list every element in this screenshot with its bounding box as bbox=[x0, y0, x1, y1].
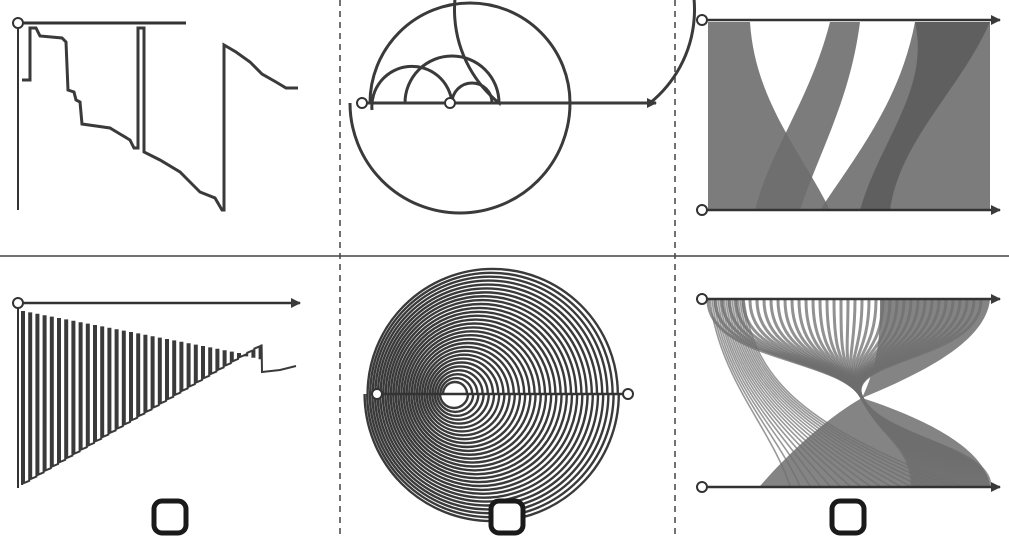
top-origin-marker bbox=[696, 293, 708, 305]
top-origin-marker bbox=[696, 14, 708, 26]
origin-marker bbox=[12, 297, 24, 309]
origin-marker bbox=[371, 388, 383, 400]
arc-upper bbox=[379, 287, 593, 395]
arc-upper bbox=[423, 353, 505, 395]
arc-lower bbox=[373, 393, 600, 507]
ribbon-2 bbox=[750, 22, 860, 210]
arc-lower bbox=[418, 393, 511, 441]
arc-lower bbox=[412, 393, 522, 449]
arc-upper bbox=[369, 271, 614, 395]
arc-upper bbox=[397, 314, 557, 395]
panel-parallel-ribbons-sparse bbox=[696, 14, 1001, 216]
panel-step-trace-sparse bbox=[12, 17, 298, 212]
arc-lower bbox=[407, 393, 532, 456]
arc-upper bbox=[428, 361, 495, 395]
arc-upper bbox=[436, 373, 479, 395]
arc-upper bbox=[374, 279, 604, 395]
arc-upper bbox=[371, 275, 609, 395]
arc-lower bbox=[420, 393, 506, 437]
arc-upper bbox=[410, 334, 531, 395]
arc-upper bbox=[415, 341, 521, 395]
arc-upper bbox=[413, 337, 526, 395]
arc-upper bbox=[402, 322, 547, 395]
arc-upper bbox=[408, 330, 536, 395]
arc-set bbox=[363, 267, 620, 523]
arc-inner bbox=[370, 64, 494, 111]
arc-upper bbox=[418, 345, 515, 395]
end-marker bbox=[622, 388, 634, 400]
step-trace bbox=[21, 311, 297, 485]
arc-lower bbox=[379, 393, 589, 499]
arc-lower bbox=[410, 393, 527, 453]
arc-lower bbox=[376, 393, 594, 503]
checkbox-col-2[interactable] bbox=[488, 498, 526, 536]
origin-marker bbox=[356, 97, 368, 109]
bottom-origin-marker bbox=[696, 204, 708, 216]
panel-arc-spiral-sparse bbox=[348, 0, 696, 215]
origin-marker bbox=[12, 17, 24, 29]
arc-upper bbox=[384, 295, 583, 395]
arc-lower bbox=[433, 393, 480, 417]
arc-lower bbox=[384, 393, 579, 492]
arc-lower bbox=[389, 393, 568, 484]
arc-upper bbox=[400, 318, 552, 395]
arc-lower bbox=[438, 393, 470, 410]
bottom-origin-marker bbox=[696, 481, 708, 493]
arc-lower bbox=[425, 393, 496, 429]
arc-lower bbox=[415, 393, 516, 445]
center-marker bbox=[444, 97, 456, 109]
arc-lower bbox=[402, 393, 542, 464]
arc-upper bbox=[405, 326, 541, 395]
arc-upper bbox=[434, 369, 484, 395]
panel-arc-spiral-dense bbox=[363, 267, 634, 523]
arc-upper bbox=[441, 380, 469, 395]
step-trace bbox=[22, 26, 298, 212]
ribbon-fan-upper bbox=[862, 300, 990, 398]
arc-lower bbox=[386, 393, 574, 488]
checkbox-col-3[interactable] bbox=[829, 498, 867, 536]
panel-parallel-ribbons-dense bbox=[696, 293, 1001, 493]
arc-upper bbox=[366, 267, 619, 395]
arc-upper bbox=[376, 283, 599, 395]
arc-upper bbox=[382, 291, 588, 395]
arc-lower bbox=[436, 393, 475, 414]
arc-lower bbox=[397, 393, 553, 472]
step-trace-line bbox=[21, 311, 297, 485]
arc-lower bbox=[405, 393, 537, 460]
arc-lower bbox=[371, 393, 605, 511]
arc-upper bbox=[392, 306, 567, 395]
arc-upper bbox=[426, 357, 500, 395]
ribbon-fan-lower bbox=[760, 398, 990, 486]
arc-lower bbox=[394, 393, 558, 476]
arc-lower bbox=[381, 393, 584, 495]
panel-step-trace-dense bbox=[12, 297, 301, 488]
arc-lower bbox=[392, 393, 563, 480]
arc-upper bbox=[389, 302, 573, 395]
ribbon-set bbox=[706, 299, 992, 487]
arc-lower bbox=[431, 393, 485, 421]
arc-lower bbox=[399, 393, 548, 468]
arc-outer bbox=[348, 1, 572, 215]
checkbox-col-1[interactable] bbox=[151, 498, 189, 536]
arc-upper bbox=[439, 376, 474, 395]
arc-lower bbox=[423, 393, 501, 433]
arc-lower bbox=[428, 393, 490, 425]
ribbon-4 bbox=[860, 22, 990, 210]
arc-upper bbox=[395, 310, 562, 395]
arc-upper bbox=[431, 365, 489, 395]
arc-upper bbox=[421, 349, 510, 395]
arc-upper bbox=[387, 298, 578, 395]
arc-middle bbox=[403, 0, 696, 107]
